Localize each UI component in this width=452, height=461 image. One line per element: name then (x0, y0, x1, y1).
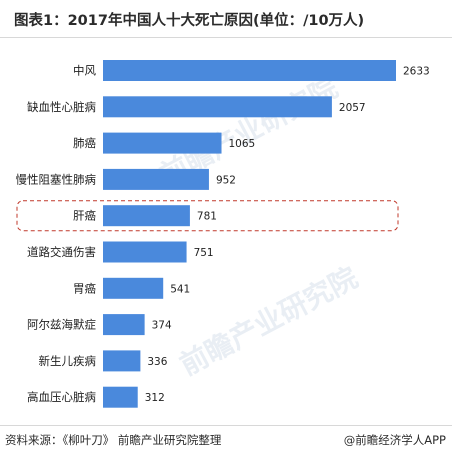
value-label: 374 (152, 320, 172, 332)
source-note: 资料来源：《柳叶刀》 前瞻产业研究院整理 (5, 433, 222, 447)
bar (103, 350, 141, 372)
chart-title: 图表1：2017年中国人十大死亡原因(单位：/10万人) (14, 13, 365, 29)
bar (103, 132, 222, 154)
category-label: 缺血性心脏病 (27, 100, 96, 114)
value-label: 2057 (339, 102, 366, 114)
category-label: 肝癌 (73, 209, 96, 223)
value-label: 541 (170, 283, 190, 295)
value-label: 312 (145, 392, 165, 404)
category-label: 肺癌 (73, 136, 96, 150)
highlight-box (16, 200, 399, 232)
value-label: 952 (216, 174, 236, 186)
value-label: 336 (147, 356, 167, 368)
brand-credit: @前瞻经济学人APP (343, 433, 446, 447)
bar (103, 60, 396, 81)
bar (103, 168, 209, 190)
category-label: 新生儿疾病 (39, 354, 97, 368)
category-label: 道路交通伤害 (27, 245, 96, 259)
bar (103, 314, 145, 336)
category-label: 高血压心脏病 (27, 390, 96, 404)
value-label: 1065 (229, 138, 256, 150)
value-label: 751 (194, 247, 214, 259)
bar (103, 386, 138, 408)
category-label: 中风 (73, 64, 96, 78)
bar (103, 277, 164, 299)
category-label: 胃癌 (73, 281, 96, 295)
bar (103, 205, 190, 227)
category-label: 慢性阻塞性肺病 (16, 172, 97, 186)
bar (103, 96, 332, 118)
footer-divider (0, 425, 452, 426)
bar-chart: 中风 2633 缺血性心脏病 2057 肺癌 1065 慢性阻塞性肺病 952 肝癌 781 道路交… (16, 60, 430, 408)
category-label: 阿尔兹海默症 (27, 318, 96, 332)
value-label: 2633 (403, 66, 430, 78)
value-label: 781 (197, 211, 217, 223)
title-divider (0, 37, 452, 38)
bar (103, 241, 187, 263)
